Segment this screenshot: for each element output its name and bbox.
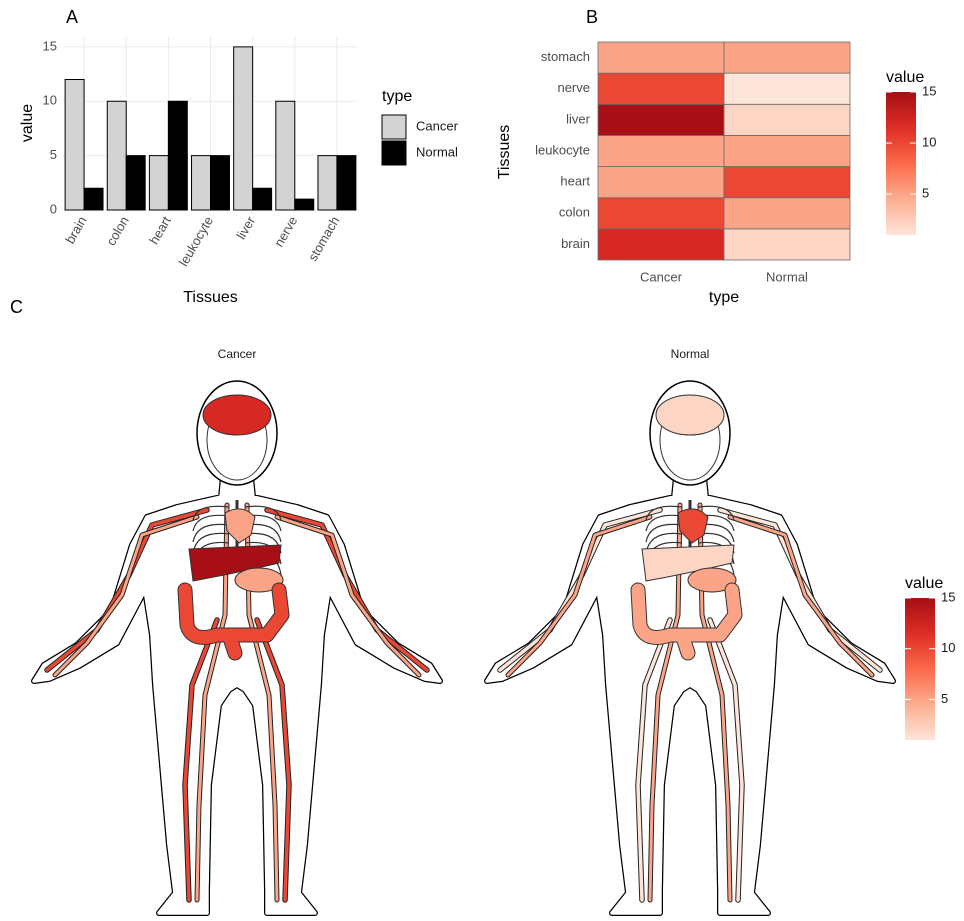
body: [31, 380, 443, 916]
bar: [336, 155, 357, 211]
heat-cell: [597, 197, 725, 230]
colorbar-tick-label: 15: [941, 589, 955, 604]
y-tick-label: liver: [566, 111, 591, 126]
legend-label: Normal: [416, 144, 458, 159]
y-tick-label: heart: [560, 174, 590, 189]
heat-cell: [723, 135, 851, 167]
x-axis-title: type: [709, 289, 739, 306]
heat-cell: [597, 72, 725, 105]
colorbar-tick-label: 5: [922, 186, 929, 201]
heat-cell: [723, 197, 851, 230]
colorbar-tick-label: 10: [922, 135, 936, 150]
panel-label: C: [10, 297, 23, 317]
legend-label: Cancer: [416, 118, 459, 133]
leukocyte: [53, 503, 421, 902]
y-tick-label: colon: [559, 205, 590, 220]
heat-cell: [597, 41, 725, 74]
bar: [148, 155, 169, 211]
bar: [106, 100, 127, 211]
y-tick-label: 5: [50, 147, 57, 162]
colorbar-tick-label: 5: [941, 691, 948, 706]
heat-cell: [597, 166, 725, 199]
y-tick-label: leukocyte: [535, 142, 590, 157]
y-tick-label: stomach: [541, 49, 590, 64]
heart: [224, 508, 256, 544]
body-outline: [485, 475, 895, 915]
colon: [631, 583, 742, 660]
brain: [655, 394, 725, 436]
heat-cell: [723, 166, 851, 199]
y-axis-title: Tissues: [496, 125, 513, 180]
y-tick-label: 15: [43, 38, 57, 53]
stomach: [687, 567, 737, 593]
colon: [178, 583, 289, 660]
bar: [125, 155, 146, 211]
x-axis-title: Tissues: [183, 289, 238, 306]
heat-cell: [597, 135, 725, 167]
y-tick-label: nerve: [557, 80, 590, 95]
panel-label: A: [66, 7, 78, 27]
x-tick-label: heart: [146, 213, 174, 246]
x-tick-label: brain: [62, 214, 89, 247]
bar: [167, 100, 188, 211]
x-tick-label: leukocyte: [176, 214, 216, 269]
body: [484, 380, 896, 916]
leukocyte: [506, 503, 874, 902]
bar: [294, 198, 315, 211]
rib: [192, 505, 282, 521]
bar: [64, 79, 85, 211]
x-tick-label: Normal: [766, 269, 808, 284]
stomach: [234, 567, 284, 593]
y-tick-label: 10: [43, 93, 57, 108]
heat-cell: [723, 228, 851, 261]
y-tick-label: brain: [561, 236, 590, 251]
rib: [645, 505, 735, 521]
x-tick-label: stomach: [305, 214, 343, 264]
bar: [191, 155, 212, 211]
x-tick-label: liver: [233, 213, 258, 242]
heat-cell: [597, 103, 725, 136]
heart: [677, 508, 709, 544]
y-tick-label: 0: [50, 201, 57, 216]
liver: [188, 544, 282, 582]
x-tick-label: Cancer: [640, 269, 683, 284]
body-outline: [32, 475, 442, 915]
legend-title: value: [886, 69, 924, 86]
panel-label: B: [586, 7, 598, 27]
brain: [202, 394, 272, 436]
colorbar: [905, 598, 935, 740]
legend-key: [381, 140, 407, 166]
colorbar-tick-label: 10: [941, 640, 955, 655]
bar: [210, 155, 230, 211]
legend-title: value: [905, 575, 943, 592]
bar: [233, 46, 254, 211]
legend-title: type: [382, 88, 412, 105]
bar: [252, 187, 273, 211]
heat-cell: [723, 103, 851, 136]
y-axis-title: value: [19, 104, 36, 142]
legend-key: [381, 114, 407, 140]
colorbar-tick-label: 15: [922, 83, 936, 98]
bar: [83, 187, 104, 211]
heat-cell: [723, 41, 851, 74]
liver: [641, 544, 735, 582]
facet-title: Cancer: [218, 347, 257, 361]
x-tick-label: colon: [103, 214, 132, 248]
x-tick-label: nerve: [271, 214, 300, 250]
colorbar: [886, 92, 916, 235]
facet-title: Normal: [671, 347, 710, 361]
bar: [275, 100, 296, 211]
bar: [317, 155, 338, 211]
heat-cell: [723, 72, 851, 105]
heat-cell: [597, 228, 725, 261]
